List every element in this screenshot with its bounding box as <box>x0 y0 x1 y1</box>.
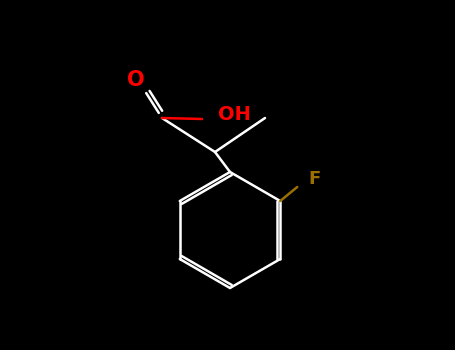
Text: F: F <box>308 170 320 188</box>
Text: OH: OH <box>218 105 251 124</box>
Text: O: O <box>127 70 145 90</box>
